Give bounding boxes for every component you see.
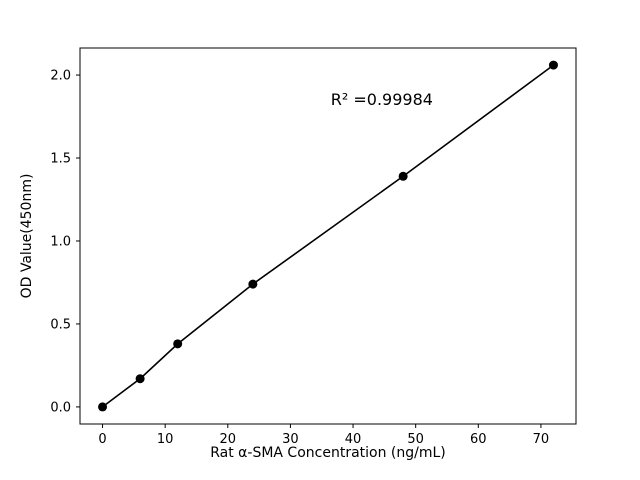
y-tick-label: 2.0 bbox=[50, 69, 71, 84]
r-squared-annotation: R² =0.99984 bbox=[331, 90, 433, 109]
y-tick-label: 0.0 bbox=[50, 400, 71, 415]
data-point bbox=[135, 374, 145, 384]
x-axis-label: Rat α-SMA Concentration (ng/mL) bbox=[210, 445, 446, 461]
plot-area-frame bbox=[79, 47, 577, 425]
data-series bbox=[98, 60, 558, 412]
x-tick-label: 30 bbox=[282, 432, 299, 447]
x-tick-label: 60 bbox=[470, 432, 487, 447]
y-tick-label: 0.5 bbox=[50, 317, 71, 332]
data-point bbox=[173, 339, 183, 349]
data-point bbox=[98, 402, 108, 412]
x-tick-label: 10 bbox=[157, 432, 174, 447]
data-point bbox=[248, 279, 258, 289]
x-tick-label: 70 bbox=[533, 432, 550, 447]
x-tick-label: 20 bbox=[220, 432, 237, 447]
y-axis-label: OD Value(450nm) bbox=[19, 174, 35, 299]
axis-ticks: 0 10 20 30 40 50 60 70 0.0 0.5 1.0 1.5 2.0 bbox=[50, 69, 549, 447]
y-tick-label: 1.0 bbox=[50, 234, 71, 249]
data-point bbox=[548, 60, 558, 70]
x-tick-label: 50 bbox=[407, 432, 424, 447]
y-tick-label: 1.5 bbox=[50, 152, 71, 167]
x-tick-label: 0 bbox=[98, 432, 106, 447]
data-point bbox=[398, 171, 408, 181]
fit-line bbox=[102, 64, 554, 408]
x-tick-label: 40 bbox=[345, 432, 362, 447]
